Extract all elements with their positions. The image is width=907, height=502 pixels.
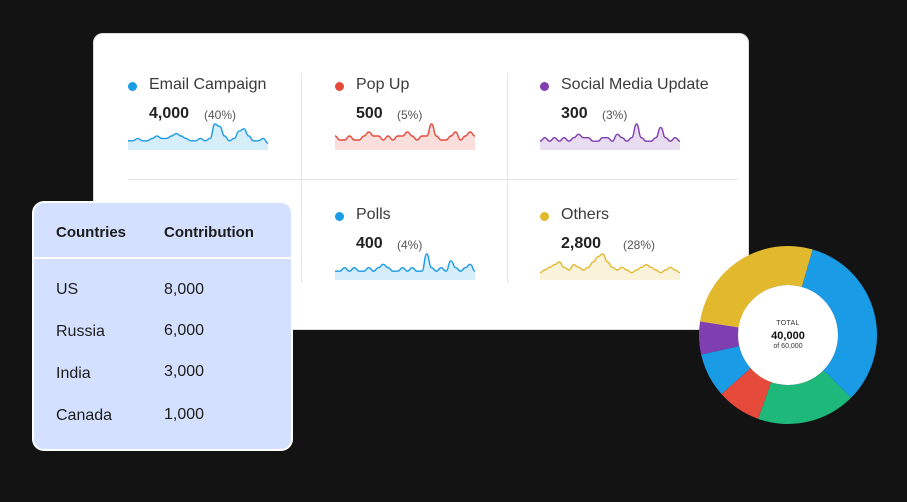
sparkline-area	[540, 254, 680, 280]
table-header-countries: Countries	[56, 224, 127, 241]
divider	[301, 73, 302, 283]
table-cell-contribution: 3,000	[164, 363, 205, 380]
legend-dot	[335, 212, 344, 221]
metric-value: 4,000	[149, 105, 190, 122]
metric-percent: (28%)	[623, 238, 656, 252]
table-cell-country: Russia	[56, 323, 105, 340]
metric-name: Email Campaign	[149, 76, 267, 93]
metric-value: 2,800	[561, 235, 602, 252]
metric-value: 300	[561, 105, 588, 122]
table-cell-country: Canada	[56, 407, 113, 424]
legend-dot	[335, 82, 344, 91]
metric-value: 500	[356, 105, 383, 122]
donut-slice	[801, 249, 877, 398]
donut-total-sub: of 60,000	[773, 343, 803, 350]
donut-slice	[699, 321, 740, 355]
table-header-divider	[34, 257, 291, 259]
donut-slice	[758, 370, 852, 424]
legend-dot	[128, 82, 137, 91]
metric-percent: (4%)	[397, 238, 423, 252]
table-header-contribution: Contribution	[164, 224, 254, 241]
table-cell-contribution: 8,000	[164, 281, 205, 298]
sparkline	[334, 123, 476, 150]
metric-percent: (3%)	[602, 108, 628, 122]
divider	[128, 179, 738, 180]
donut-slice	[700, 246, 813, 328]
metric-name: Pop Up	[356, 76, 410, 93]
table-cell-contribution: 6,000	[164, 322, 205, 339]
table-cell-contribution: 1,000	[164, 406, 205, 423]
metric-percent: (40%)	[204, 108, 237, 122]
metric-name: Social Media Update	[561, 76, 709, 93]
donut-total-label: TOTAL	[776, 320, 800, 327]
metric-name: Polls	[356, 206, 391, 223]
donut-hole	[738, 285, 838, 385]
metric-value: 400	[356, 235, 383, 252]
donut-center: TOTAL 40,000 of 60,000	[738, 285, 838, 385]
metric-percent: (5%)	[397, 108, 423, 122]
sparkline	[539, 123, 681, 150]
legend-dot	[540, 82, 549, 91]
divider	[507, 73, 508, 283]
donut-chart	[699, 246, 877, 424]
countries-table: Countries Contribution US 8,000 Russia 6…	[34, 203, 291, 449]
sparkline-area	[540, 124, 680, 150]
sparkline	[334, 253, 476, 280]
sparkline-line	[127, 123, 269, 144]
legend-dot	[540, 212, 549, 221]
table-cell-country: India	[56, 365, 91, 382]
sparkline-area	[335, 254, 475, 280]
sparkline-area	[335, 124, 475, 150]
sparkline	[539, 253, 681, 280]
donut-total-value: 40,000	[771, 330, 805, 342]
sparkline-line	[539, 253, 681, 274]
table-cell-country: US	[56, 281, 79, 298]
donut-slice	[701, 346, 751, 395]
sparkline-line	[334, 123, 476, 141]
sparkline-line	[334, 253, 476, 272]
sparkline-area	[128, 124, 268, 150]
donut-slice	[721, 368, 772, 419]
sparkline	[127, 123, 269, 150]
metric-name: Others	[561, 206, 610, 223]
sparkline-line	[539, 123, 681, 142]
